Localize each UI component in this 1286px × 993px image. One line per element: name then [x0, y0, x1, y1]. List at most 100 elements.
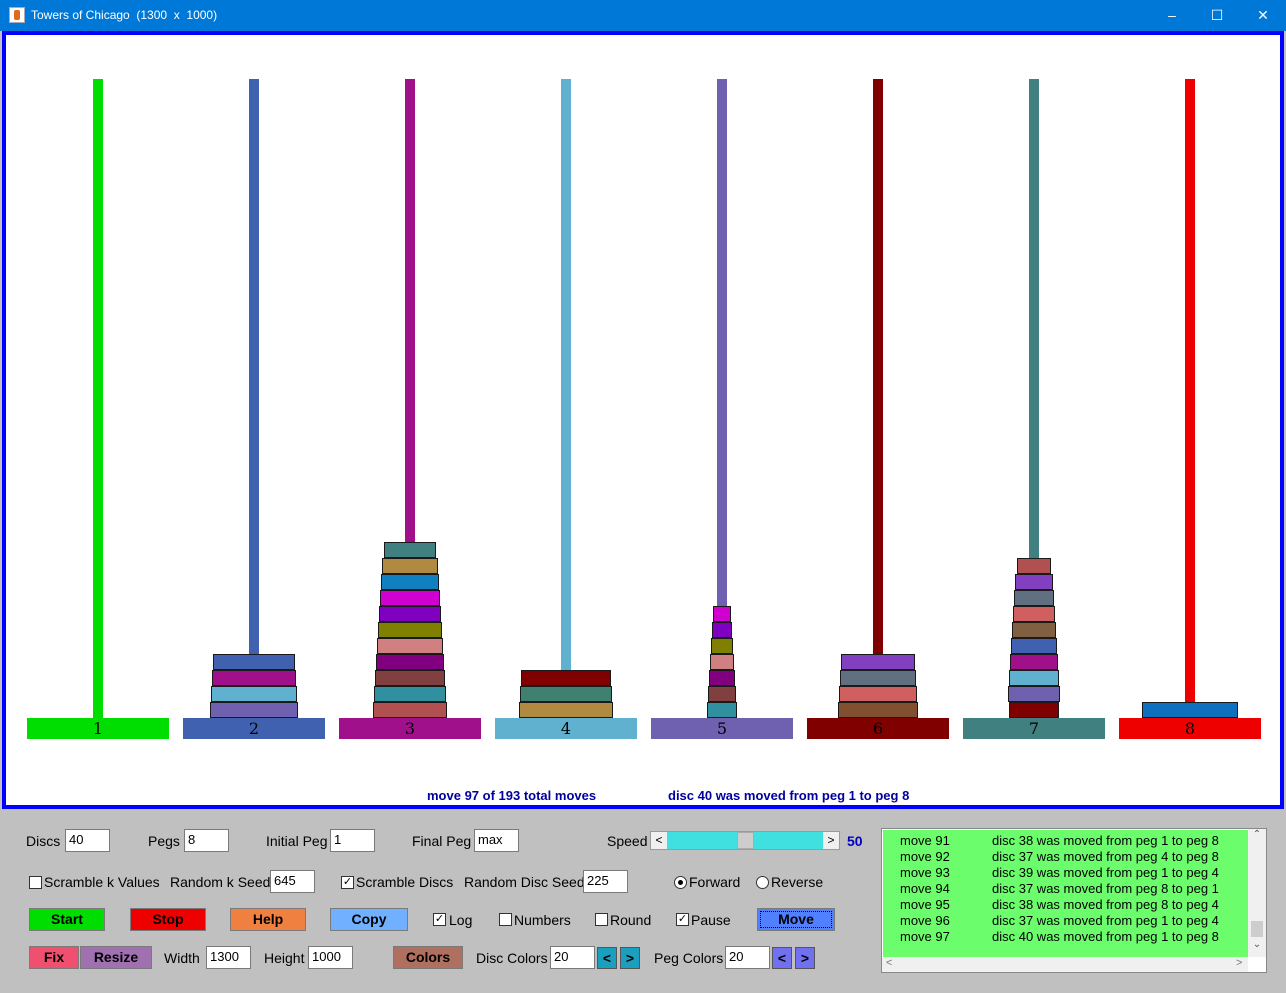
scroll-down-arrow[interactable]: ⌄ — [1252, 939, 1262, 950]
log-checkbox[interactable]: ✓ — [433, 913, 446, 926]
reverse-radio[interactable] — [756, 876, 769, 889]
disc — [381, 574, 439, 590]
width-label: Width — [164, 950, 200, 966]
width-input[interactable]: 1300 — [206, 946, 251, 969]
pause-label: Pause — [691, 912, 731, 928]
speed-label: Speed — [607, 833, 648, 849]
random-k-seed-label: Random k Seed — [170, 874, 271, 890]
scramble-discs-label: Scramble Discs — [356, 874, 454, 890]
log-move-description: disc 40 was moved from peg 1 to peg 8 — [992, 929, 1219, 944]
peg-3-base: 3 — [339, 718, 481, 739]
move-log-panel[interactable]: move 91 disc 38 was moved from peg 1 to p… — [881, 828, 1267, 973]
random-k-seed-input[interactable]: 645 — [270, 870, 315, 893]
disc-colors-prev-button[interactable]: < — [597, 947, 617, 969]
log-move-number: move 93 — [900, 865, 950, 880]
slider-left-arrow[interactable]: < — [651, 832, 667, 849]
disc — [382, 558, 438, 574]
last-move-text: disc 40 was moved from peg 1 to peg 8 — [668, 788, 910, 803]
peg-4-base: 4 — [495, 718, 637, 739]
disc — [709, 670, 735, 686]
peg-8-base: 8 — [1119, 718, 1261, 739]
disc — [211, 686, 297, 702]
forward-label: Forward — [689, 874, 741, 890]
disc — [1010, 654, 1058, 670]
peg-colors-label: Peg Colors — [654, 950, 724, 966]
log-row: move 92 disc 37 was moved from peg 4 to p… — [883, 849, 1248, 865]
log-move-number: move 91 — [900, 833, 950, 848]
close-icon[interactable]: ✕ — [1257, 7, 1269, 23]
disc — [840, 670, 916, 686]
final-peg-label: Final Peg — [412, 833, 472, 849]
disc — [380, 590, 440, 606]
scroll-up-arrow[interactable]: ⌃ — [1252, 829, 1262, 840]
height-input[interactable]: 1000 — [308, 946, 353, 969]
peg-colors-input[interactable]: 20 — [725, 946, 770, 969]
log-move-description: disc 38 was moved from peg 1 to peg 8 — [992, 833, 1219, 848]
disc — [378, 622, 442, 638]
random-disc-seed-input[interactable]: 225 — [583, 870, 628, 893]
fix-button[interactable]: Fix — [29, 946, 79, 969]
minimize-icon[interactable]: – — [1168, 7, 1176, 23]
initial-peg-label: Initial Peg — [266, 833, 328, 849]
colors-button[interactable]: Colors — [393, 946, 463, 969]
peg-7-base: 7 — [963, 718, 1105, 739]
initial-peg-input[interactable]: 1 — [330, 829, 375, 852]
disc-colors-input[interactable]: 20 — [550, 946, 595, 969]
scroll-left-arrow[interactable]: < — [886, 957, 893, 969]
pegs-input[interactable]: 8 — [184, 829, 229, 852]
disc — [373, 702, 447, 718]
move-button[interactable]: Move — [757, 908, 835, 931]
log-horizontal-scrollbar[interactable]: < > — [882, 957, 1248, 972]
speed-slider[interactable]: < > — [650, 831, 840, 850]
maximize-icon[interactable]: ☐ — [1210, 7, 1224, 23]
peg-colors-next-button[interactable]: > — [795, 947, 815, 969]
disc — [210, 702, 298, 718]
scroll-right-arrow[interactable]: > — [1236, 957, 1243, 969]
scramble-k-checkbox[interactable] — [29, 876, 42, 889]
numbers-label: Numbers — [514, 912, 571, 928]
disc — [212, 670, 296, 686]
log-vertical-scrollbar[interactable]: ⌃ ⌄ — [1248, 829, 1266, 957]
scramble-k-label: Scramble k Values — [44, 874, 160, 890]
pause-checkbox[interactable]: ✓ — [676, 913, 689, 926]
disc — [1009, 670, 1059, 686]
disc — [710, 654, 734, 670]
log-move-description: disc 38 was moved from peg 8 to peg 4 — [992, 897, 1219, 912]
help-button[interactable]: Help — [230, 908, 306, 931]
disc — [1017, 558, 1051, 574]
slider-thumb[interactable] — [736, 832, 754, 849]
numbers-checkbox[interactable] — [499, 913, 512, 926]
disc — [376, 654, 444, 670]
peg-4-pole — [561, 79, 571, 718]
round-checkbox[interactable] — [595, 913, 608, 926]
log-move-number: move 94 — [900, 881, 950, 896]
forward-radio[interactable] — [674, 876, 687, 889]
log-row: move 95 disc 38 was moved from peg 8 to p… — [883, 897, 1248, 913]
discs-input[interactable]: 40 — [65, 829, 110, 852]
window-title: Towers of Chicago (1300 x 1000) — [31, 8, 218, 22]
disc — [1014, 590, 1054, 606]
final-peg-input[interactable]: max — [474, 829, 519, 852]
java-app-icon — [9, 7, 25, 23]
log-move-number: move 95 — [900, 897, 950, 912]
disc — [1013, 606, 1055, 622]
scroll-thumb[interactable] — [1251, 921, 1263, 937]
disc — [1009, 702, 1059, 718]
disc — [213, 654, 295, 670]
slider-right-arrow[interactable]: > — [823, 832, 839, 849]
start-button[interactable]: Start — [29, 908, 105, 931]
resize-button[interactable]: Resize — [80, 946, 152, 969]
disc-colors-next-button[interactable]: > — [620, 947, 640, 969]
scramble-discs-checkbox[interactable]: ✓ — [341, 876, 354, 889]
random-disc-seed-label: Random Disc Seed — [464, 874, 585, 890]
disc — [521, 670, 611, 686]
stop-button[interactable]: Stop — [130, 908, 206, 931]
peg-5-base: 5 — [651, 718, 793, 739]
disc — [838, 702, 918, 718]
peg-3-pole — [405, 79, 415, 718]
disc — [520, 686, 612, 702]
copy-button[interactable]: Copy — [330, 908, 408, 931]
disc — [374, 686, 446, 702]
disc — [519, 702, 613, 718]
peg-colors-prev-button[interactable]: < — [772, 947, 792, 969]
